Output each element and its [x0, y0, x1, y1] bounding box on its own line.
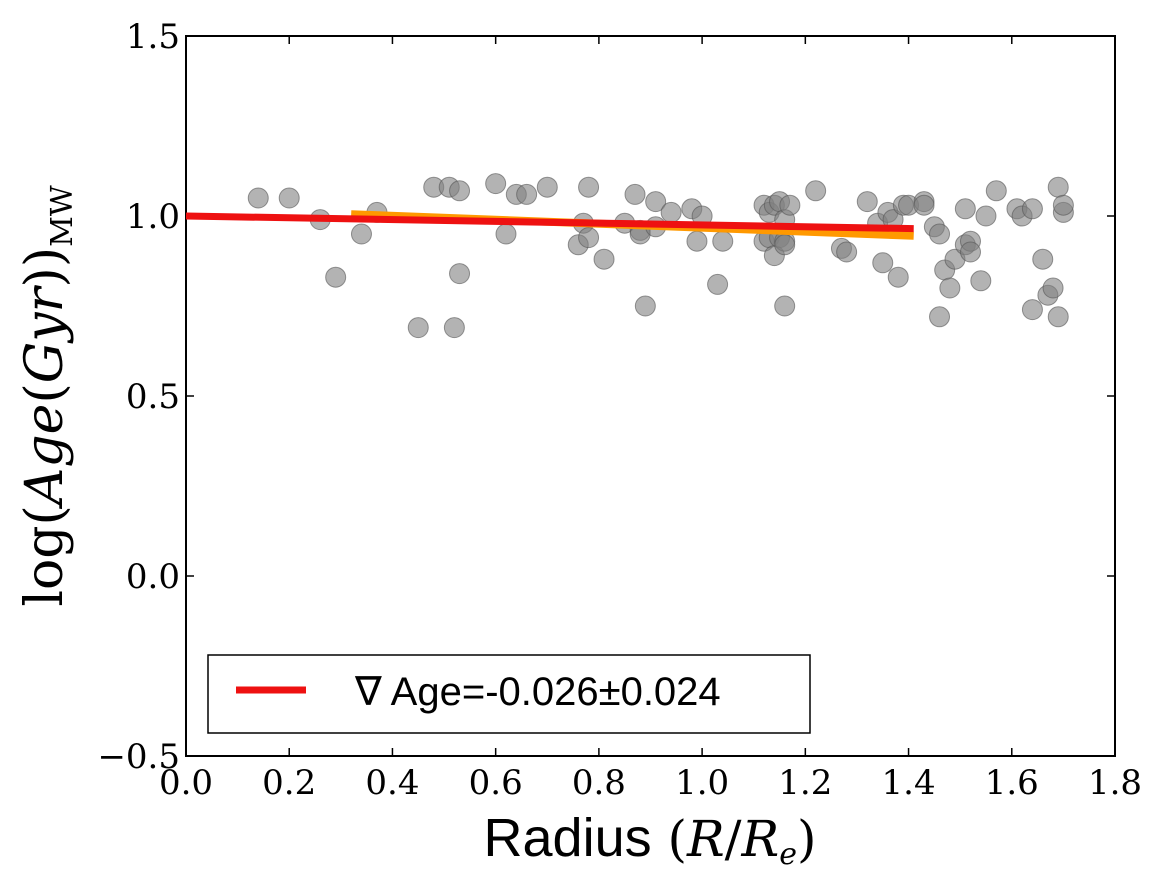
data-point: [975, 205, 997, 227]
data-point: [278, 187, 300, 209]
fit-red-line: [185, 212, 914, 233]
data-point: [712, 230, 734, 252]
data-point: [970, 270, 992, 292]
x-tick-label: 0.0: [159, 763, 213, 803]
x-tick-label: 1.6: [985, 763, 1039, 803]
data-point: [954, 198, 976, 220]
data-point: [645, 191, 667, 213]
data-point: [536, 176, 558, 198]
data-point: [985, 180, 1007, 202]
data-point: [1021, 299, 1043, 321]
data-point: [774, 295, 796, 317]
y-tick-label: 0.5: [126, 377, 180, 417]
data-point: [805, 180, 827, 202]
x-tick-label: 0.4: [365, 763, 419, 803]
data-point: [449, 263, 471, 285]
data-point: [887, 266, 909, 288]
data-point: [686, 230, 708, 252]
plot-area-frame: [185, 35, 1116, 757]
data-point: [350, 223, 372, 245]
data-point: [247, 187, 269, 209]
ticks-layer: 0.0 0.2 0.4 0.6 0.8 1.0 1.2 1.4 1.6 1.8−0.50.00.5…: [97, 17, 1142, 803]
svg-text:Radius (R/Re): Radius (R/Re): [484, 808, 817, 872]
y-axis-title: log(Age(Gyr))MW: [15, 185, 80, 607]
data-point: [707, 273, 729, 295]
data-point: [485, 173, 507, 195]
data-point: [634, 295, 656, 317]
data-point: [516, 183, 538, 205]
points-layer: [247, 173, 1074, 339]
data-point: [1047, 306, 1069, 328]
legend: ∇ Age=-0.026±0.024: [207, 654, 811, 734]
data-point: [779, 194, 801, 216]
data-point: [939, 277, 961, 299]
y-tick-label: 1.0: [126, 197, 180, 237]
data-point: [1032, 248, 1054, 270]
data-point: [836, 241, 858, 263]
data-point: [660, 201, 682, 223]
data-point: [449, 180, 471, 202]
x-tick-label: 1.0: [675, 763, 729, 803]
x-axis-title-text: Radius: [484, 808, 652, 868]
data-point: [959, 241, 981, 263]
data-point: [578, 227, 600, 249]
x-tick-label: 0.8: [572, 763, 626, 803]
data-point: [913, 194, 935, 216]
data-point: [856, 191, 878, 213]
data-point: [774, 234, 796, 256]
fit-lines-layer: [185, 210, 914, 240]
y-tick-label: 1.5: [126, 17, 180, 57]
x-tick-label: 0.2: [262, 763, 316, 803]
data-point: [578, 176, 600, 198]
data-point: [407, 317, 429, 339]
x-tick-label: 1.4: [882, 763, 936, 803]
y-tick-label: 0.0: [126, 557, 180, 597]
legend-box: [207, 654, 811, 734]
data-point: [1042, 277, 1064, 299]
data-point: [872, 252, 894, 274]
x-tick-label: 1.8: [1088, 763, 1142, 803]
legend-label: ∇ Age=-0.026±0.024: [354, 670, 721, 714]
data-point: [495, 223, 517, 245]
svg-text:log(Age(Gyr))MW: log(Age(Gyr))MW: [15, 185, 80, 607]
data-point: [1021, 198, 1043, 220]
x-axis-title: Radius (R/Re): [484, 808, 817, 872]
data-point: [1052, 194, 1074, 216]
data-point: [929, 306, 951, 328]
data-point: [624, 183, 646, 205]
data-point: [325, 266, 347, 288]
data-point: [593, 248, 615, 270]
x-tick-label: 0.6: [469, 763, 523, 803]
data-point: [443, 317, 465, 339]
data-point: [929, 223, 951, 245]
x-tick-label: 1.2: [778, 763, 832, 803]
y-tick-label: −0.5: [97, 737, 180, 777]
data-point: [1047, 176, 1069, 198]
